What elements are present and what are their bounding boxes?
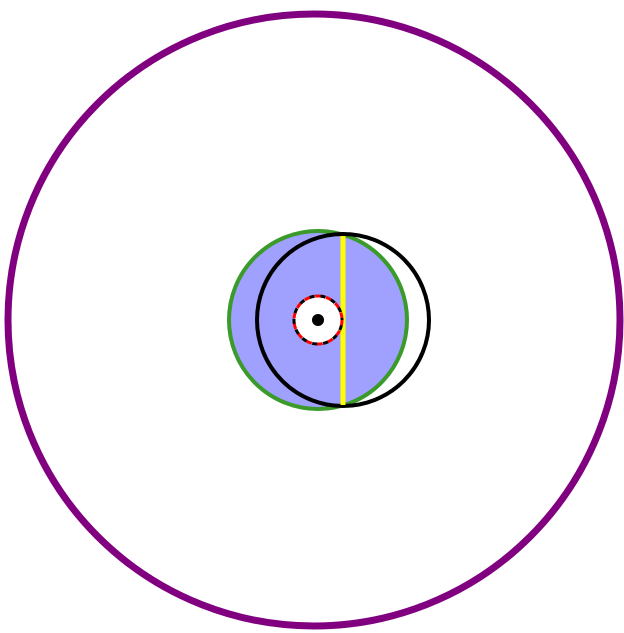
black-outline-circle: [255, 232, 431, 408]
black-dashed-small-circle: [292, 294, 344, 346]
black-center-dot: [312, 314, 324, 326]
outer-purple-circle: [4, 10, 624, 630]
